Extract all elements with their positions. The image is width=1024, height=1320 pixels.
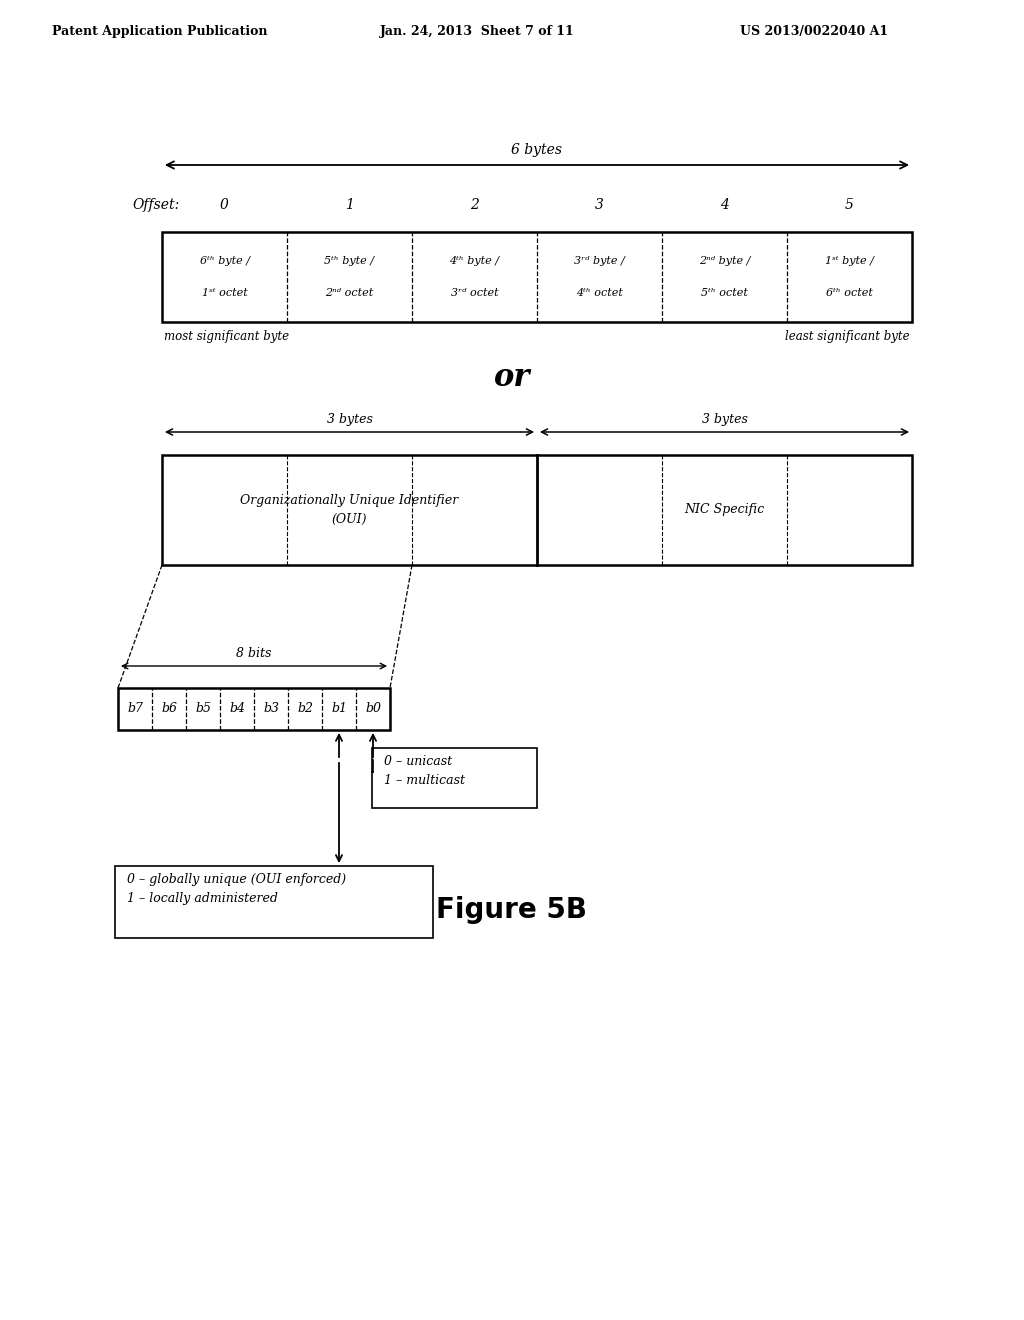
Text: 1: 1 <box>345 198 354 213</box>
Text: b5: b5 <box>195 702 211 715</box>
Text: 3ʳᵈ byte /: 3ʳᵈ byte / <box>574 256 625 267</box>
Text: 3ʳᵈ octet: 3ʳᵈ octet <box>451 288 499 298</box>
Text: Organizationally Unique Identifier
(OUI): Organizationally Unique Identifier (OUI) <box>241 494 459 525</box>
Text: most significant byte: most significant byte <box>164 330 289 343</box>
Text: 4: 4 <box>720 198 729 213</box>
Text: 5ᵗʰ byte /: 5ᵗʰ byte / <box>325 256 375 267</box>
Text: b0: b0 <box>365 702 381 715</box>
Text: b6: b6 <box>161 702 177 715</box>
Text: 6 bytes: 6 bytes <box>512 143 562 157</box>
Text: 6ᵗʰ octet: 6ᵗʰ octet <box>826 288 872 298</box>
Bar <box>162 232 912 322</box>
Text: Figure 5B: Figure 5B <box>436 896 588 924</box>
Text: 1ˢᵗ octet: 1ˢᵗ octet <box>202 288 248 298</box>
Text: 2ⁿᵈ byte /: 2ⁿᵈ byte / <box>698 256 751 267</box>
Text: b1: b1 <box>331 702 347 715</box>
Text: or: or <box>494 363 530 393</box>
Bar <box>372 748 537 808</box>
Text: 2: 2 <box>470 198 479 213</box>
Text: 3 bytes: 3 bytes <box>701 413 748 426</box>
Text: 5: 5 <box>845 198 854 213</box>
Text: Jan. 24, 2013  Sheet 7 of 11: Jan. 24, 2013 Sheet 7 of 11 <box>380 25 574 38</box>
Text: 4ᵗʰ octet: 4ᵗʰ octet <box>577 288 623 298</box>
Text: 2ⁿᵈ octet: 2ⁿᵈ octet <box>326 288 374 298</box>
Text: 3 bytes: 3 bytes <box>327 413 373 426</box>
Text: 4ᵗʰ byte /: 4ᵗʰ byte / <box>450 256 500 267</box>
Text: 1ˢᵗ byte /: 1ˢᵗ byte / <box>825 256 873 267</box>
Text: 3: 3 <box>595 198 604 213</box>
Text: 5ᵗʰ octet: 5ᵗʰ octet <box>701 288 748 298</box>
Text: Offset:: Offset: <box>132 198 179 213</box>
Bar <box>162 455 912 565</box>
Text: 8 bits: 8 bits <box>237 647 271 660</box>
Bar <box>115 866 433 939</box>
Text: 0 – globally unique (OUI enforced)
1 – locally administered: 0 – globally unique (OUI enforced) 1 – l… <box>127 873 346 906</box>
Text: least significant byte: least significant byte <box>785 330 910 343</box>
Text: b7: b7 <box>127 702 143 715</box>
Text: 0 – unicast
1 – multicast: 0 – unicast 1 – multicast <box>384 755 465 787</box>
Text: US 2013/0022040 A1: US 2013/0022040 A1 <box>740 25 888 38</box>
Text: 6ᵗʰ byte /: 6ᵗʰ byte / <box>200 256 250 267</box>
Text: NIC Specific: NIC Specific <box>684 503 765 516</box>
Text: 0: 0 <box>220 198 229 213</box>
Text: b2: b2 <box>297 702 313 715</box>
Text: Patent Application Publication: Patent Application Publication <box>52 25 267 38</box>
Bar <box>118 688 390 730</box>
Text: b3: b3 <box>263 702 279 715</box>
Text: b4: b4 <box>229 702 245 715</box>
